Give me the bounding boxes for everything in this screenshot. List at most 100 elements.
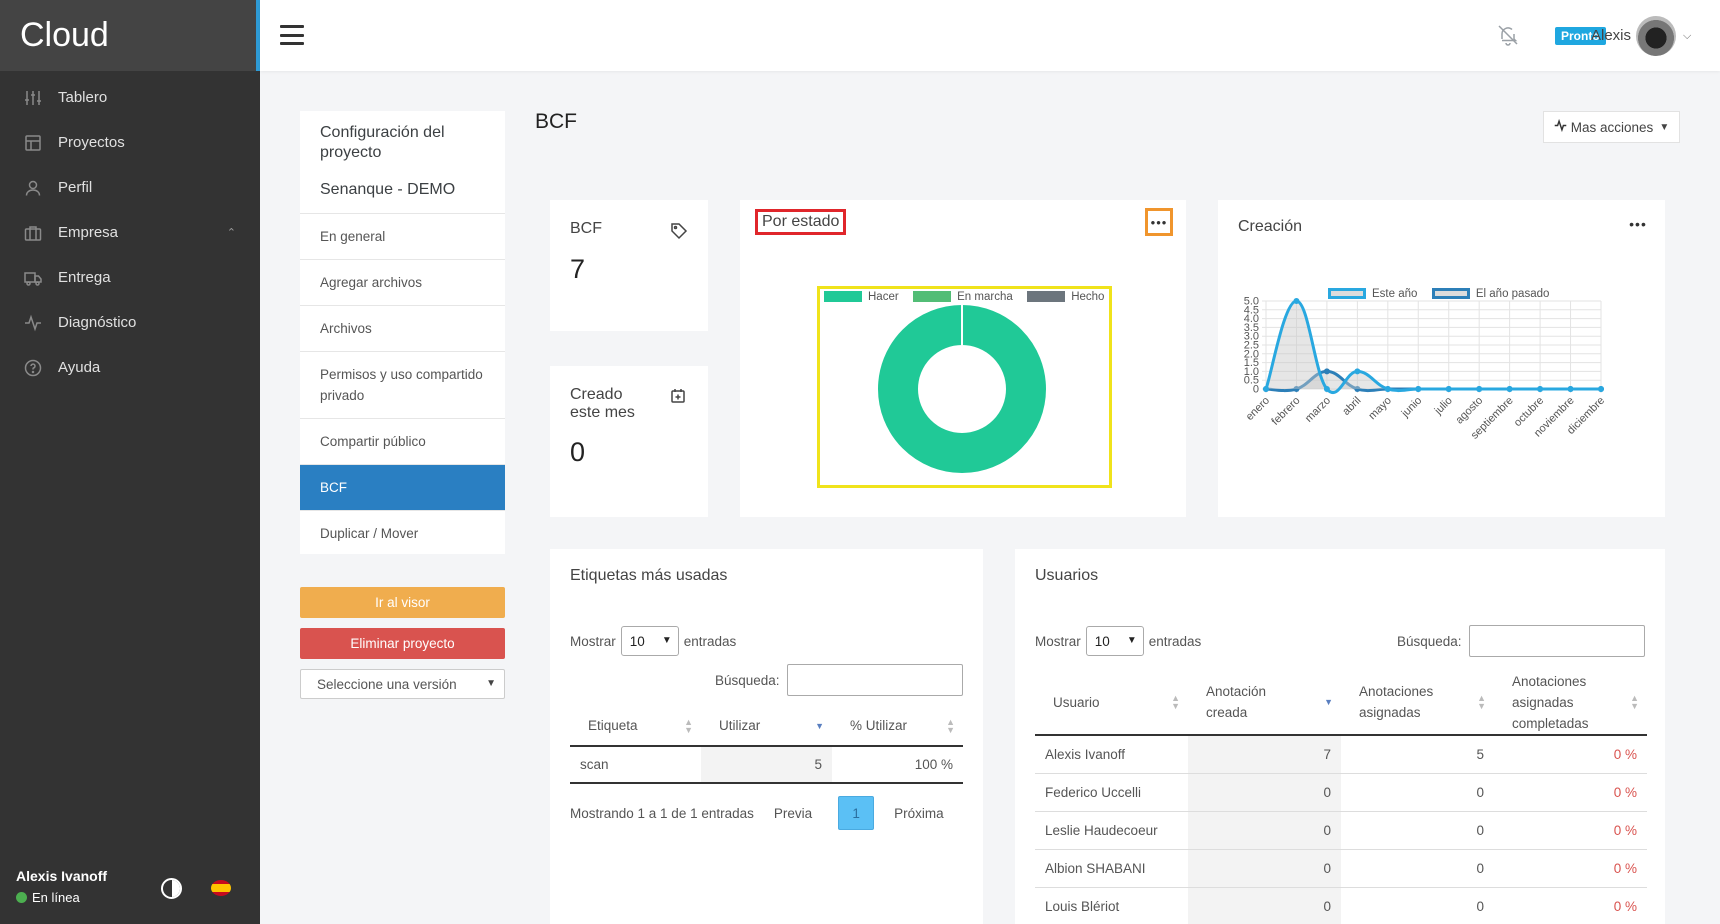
legend-label: Hacer	[868, 290, 899, 303]
delete-project-button[interactable]: Eliminar proyecto	[300, 628, 505, 659]
table-row[interactable]: Alexis Ivanoff 7 5 0 %	[1035, 735, 1647, 774]
online-dot-icon	[16, 892, 27, 903]
sidebar-item-empresa[interactable]: Empresa ⌃	[0, 210, 260, 255]
sort-icon: ▲ ▼	[1630, 693, 1639, 711]
topbar-user-name[interactable]: Alexis	[1591, 27, 1632, 44]
cell-user: Louis Blériot	[1035, 887, 1188, 924]
sidebar-item-entrega[interactable]: Entrega	[0, 255, 260, 300]
project-menu-item-public-share[interactable]: Compartir público	[300, 418, 505, 464]
chevron-down-icon: ▼	[486, 678, 496, 689]
project-menu-item-files[interactable]: Archivos	[300, 305, 505, 351]
go-to-viewer-button[interactable]: Ir al visor	[300, 587, 505, 618]
sort-desc-icon: ▼	[815, 720, 824, 731]
sidebar-item-proyectos[interactable]: Proyectos	[0, 120, 260, 165]
sidebar-item-tablero[interactable]: Tablero	[0, 75, 260, 120]
column-header-completed[interactable]: Anotaciones asignadas completadas ▲ ▼	[1494, 670, 1647, 736]
data-point[interactable]	[1323, 386, 1330, 392]
data-point[interactable]	[1354, 368, 1361, 375]
chevron-down-icon: ▼	[1126, 635, 1137, 646]
bell-off-icon[interactable]	[1497, 24, 1519, 46]
project-menu-item-add-files[interactable]: Agregar archivos	[300, 259, 505, 305]
search-label: Búsqueda:	[715, 672, 780, 688]
chevron-down-icon[interactable]: ⌵	[1683, 30, 1692, 42]
table-row[interactable]: Louis Blériot 0 0 0 %	[1035, 887, 1647, 924]
data-point[interactable]	[1445, 386, 1452, 392]
data-point[interactable]	[1293, 298, 1300, 304]
table-row[interactable]: scan 5 100 %	[570, 746, 963, 784]
legend-item[interactable]: Hacer	[824, 291, 899, 303]
users-entries-select[interactable]: 10 ▼	[1085, 626, 1144, 656]
data-point[interactable]	[1354, 386, 1361, 392]
contrast-toggle-icon[interactable]	[161, 878, 182, 899]
cell-assigned: 0	[1341, 849, 1494, 888]
legend-item[interactable]: En marcha	[913, 291, 1013, 303]
column-header-assigned[interactable]: Anotaciones asignadas ▲ ▼	[1341, 670, 1494, 736]
status-chart-more-icon[interactable]: •••	[1145, 208, 1173, 236]
legend-item[interactable]: Este año	[1328, 288, 1417, 300]
sidebar-item-diagnostico[interactable]: Diagnóstico	[0, 300, 260, 345]
spain-flag-icon[interactable]	[211, 880, 231, 896]
project-menu-item-general[interactable]: En general	[300, 213, 505, 259]
cell-user: Alexis Ivanoff	[1035, 735, 1188, 774]
topbar: Pronto Alexis ⌵	[260, 0, 1720, 71]
data-point[interactable]	[1384, 386, 1391, 392]
table-row[interactable]: Leslie Haudecoeur 0 0 0 %	[1035, 811, 1647, 850]
series-area	[1266, 301, 1601, 393]
version-select-value: Seleccione una versión	[317, 676, 457, 692]
status-chart-area: Hacer En marcha Hecho	[817, 286, 1112, 488]
status-chart-card: Por estado ••• Hacer En marcha Hecho	[740, 200, 1186, 517]
cell-created: 0	[1188, 773, 1341, 812]
more-actions-button[interactable]: Mas acciones ▼	[1543, 111, 1680, 143]
column-header-tag[interactable]: Etiqueta ▲ ▼	[570, 706, 701, 747]
column-header-user[interactable]: Usuario ▲ ▼	[1035, 670, 1188, 736]
sidebar-item-ayuda[interactable]: Ayuda	[0, 345, 260, 390]
data-point[interactable]	[1506, 386, 1513, 392]
data-point[interactable]	[1476, 386, 1483, 392]
project-menu-item-duplicate-move[interactable]: Duplicar / Mover	[300, 510, 505, 556]
current-page-button[interactable]: 1	[838, 796, 875, 830]
project-menu-item-permissions[interactable]: Permisos y uso compartido privado	[300, 351, 505, 418]
data-point[interactable]	[1293, 386, 1300, 392]
column-header-created[interactable]: Anotación creada ▼	[1188, 670, 1341, 736]
brand-logo[interactable]: Cloud	[0, 0, 260, 71]
chevron-down-icon: ▼	[1659, 121, 1670, 133]
x-tick-label: julio	[1432, 395, 1455, 418]
legend-swatch	[1328, 288, 1366, 299]
cell-created: 0	[1188, 887, 1341, 924]
next-page-button[interactable]: Próxima	[894, 805, 944, 821]
stat-card-created-month: Creado este mes 0	[550, 366, 708, 517]
y-tick-label: 0.5	[1244, 375, 1259, 387]
sidebar-item-label: Perfil	[58, 179, 93, 196]
tags-search-input[interactable]	[786, 664, 963, 696]
table-row[interactable]: Federico Uccelli 0 0 0 %	[1035, 773, 1647, 812]
y-tick-label: 3.5	[1244, 322, 1259, 334]
project-menu-title: Configuración del proyecto	[320, 124, 445, 161]
data-point[interactable]	[1415, 386, 1422, 392]
y-tick-label: 2.0	[1244, 348, 1259, 360]
cell-completed: 0 %	[1494, 849, 1647, 888]
legend-item[interactable]: El año pasado	[1431, 288, 1549, 300]
project-menu-item-bcf[interactable]: BCF	[300, 464, 505, 510]
chevron-up-icon[interactable]: ⌃	[226, 227, 236, 239]
creation-chart-more-icon[interactable]: •••	[1629, 216, 1647, 232]
version-select[interactable]: Seleccione una versión ▼	[300, 669, 505, 699]
users-search-input[interactable]	[1468, 625, 1645, 657]
help-circle-icon	[24, 359, 42, 377]
data-point[interactable]	[1598, 386, 1604, 392]
data-point[interactable]	[1537, 386, 1544, 392]
table-row[interactable]: Albion SHABANI 0 0 0 %	[1035, 849, 1647, 888]
data-point[interactable]	[1567, 386, 1574, 392]
column-header-label: % Utilizar	[850, 718, 908, 733]
tags-entries-select[interactable]: 10 ▼	[620, 626, 679, 656]
column-header-pct[interactable]: % Utilizar ▲ ▼	[832, 706, 963, 747]
data-point[interactable]	[1263, 386, 1269, 392]
sidebar-item-label: Entrega	[58, 269, 111, 286]
column-header-use[interactable]: Utilizar ▼	[701, 706, 832, 747]
prev-page-button[interactable]: Previa	[773, 805, 813, 821]
x-tick-label: enero	[1244, 395, 1272, 423]
menu-toggle-icon[interactable]	[280, 25, 304, 45]
avatar[interactable]	[1636, 16, 1676, 56]
data-point[interactable]	[1323, 368, 1330, 375]
legend-item[interactable]: Hecho	[1027, 291, 1104, 303]
sidebar-item-perfil[interactable]: Perfil	[0, 165, 260, 210]
